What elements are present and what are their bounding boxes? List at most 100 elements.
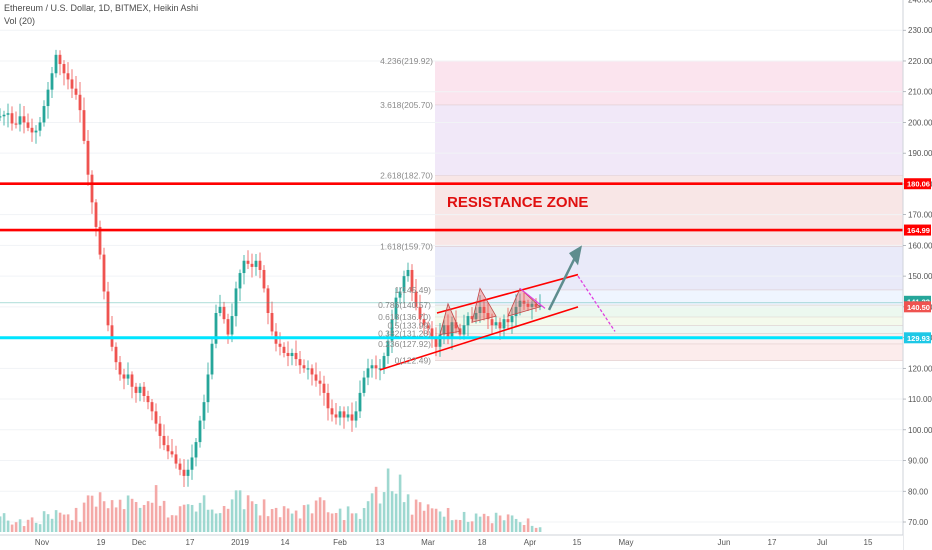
volume-bar: [526, 518, 530, 532]
candle-body: [294, 352, 298, 360]
time-tick-label: 2019: [231, 538, 249, 547]
annotations: RESISTANCE ZONE: [447, 194, 588, 211]
candle-body: [150, 402, 154, 412]
fib-level-label: 2.618(182.70): [380, 171, 433, 181]
volume-bar: [494, 512, 498, 532]
volume-bar: [330, 513, 334, 532]
price-badge-label: 140.50: [907, 303, 930, 312]
volume-bar: [78, 521, 82, 532]
price-badge: [904, 332, 931, 344]
candle-body: [282, 346, 286, 353]
volume-bar: [146, 501, 150, 532]
price-tick-label: 160.00: [908, 241, 932, 250]
time-tick-label: Dec: [132, 538, 146, 547]
candle-body: [14, 123, 18, 125]
candle-body: [122, 374, 126, 379]
candle-body: [422, 319, 426, 326]
volume-bar: [446, 507, 450, 532]
candle-body: [194, 442, 198, 458]
candle-body: [518, 300, 522, 307]
volume-bar: [502, 520, 506, 532]
fib-zone: [435, 246, 903, 290]
time-tick-label: 18: [478, 538, 487, 547]
time-axis-bg: [0, 535, 903, 550]
volume-bar: [310, 513, 314, 532]
candle-body: [170, 451, 174, 455]
volume-bar: [390, 491, 394, 532]
volume-bar: [2, 513, 6, 532]
candle-body: [110, 325, 114, 347]
volume-bar: [326, 512, 330, 532]
volume-bar: [270, 509, 274, 532]
fib-level-label: 0.786(140.57): [378, 300, 431, 310]
fib-zone: [435, 61, 903, 105]
fib-zone: [435, 316, 903, 326]
volume-bar: [174, 515, 178, 532]
time-tick-label: 13: [376, 538, 385, 547]
volume-bar: [522, 525, 526, 532]
volume-bar: [458, 520, 462, 532]
candle-body: [326, 392, 330, 409]
candle-body: [198, 420, 202, 443]
candle-body: [186, 469, 190, 476]
candle-body: [190, 457, 194, 470]
volume-bar: [482, 513, 486, 532]
fib-zone: [435, 325, 903, 334]
candle-body: [146, 395, 150, 403]
time-tick-label: Mar: [421, 538, 435, 547]
candle-body: [126, 374, 130, 379]
candle-body: [22, 116, 26, 123]
candle-body: [46, 89, 50, 107]
candle-body: [138, 386, 142, 393]
volume-bar: [258, 515, 262, 532]
candle-body: [250, 263, 254, 267]
volume-bar: [50, 518, 54, 532]
candle-body: [230, 316, 234, 335]
candle-body: [226, 319, 230, 335]
candle-body: [466, 316, 470, 326]
candle-body: [402, 276, 406, 292]
time-tick-label: 17: [186, 538, 195, 547]
price-tick-label: 170.00: [908, 211, 932, 220]
volume-bar: [42, 511, 46, 532]
volume-bar: [362, 508, 366, 532]
price-tick-label: 120.00: [908, 364, 932, 373]
volume-bar: [374, 486, 378, 532]
volume-bar: [470, 521, 474, 532]
volume-bar: [250, 501, 254, 532]
candle-body: [414, 291, 418, 307]
candle-body: [102, 254, 106, 292]
candle-body: [182, 469, 186, 476]
volume-bar: [90, 495, 94, 532]
candle-body: [174, 454, 178, 464]
candle-body: [246, 260, 250, 264]
candle-body: [394, 297, 398, 320]
volume-indicator-label[interactable]: Vol (20): [4, 16, 36, 26]
volume-bar: [518, 522, 522, 532]
volume-bar: [454, 519, 458, 532]
candle-body: [54, 54, 58, 74]
projection-up-arrowhead: [569, 245, 582, 266]
candle-body: [34, 130, 38, 133]
time-tick-label: 15: [864, 538, 873, 547]
candle-body: [374, 365, 378, 369]
candle-body: [330, 408, 334, 415]
time-tick-label: May: [618, 538, 633, 547]
candle-body: [338, 411, 342, 418]
volume-bar: [66, 514, 70, 532]
volume-bar: [114, 507, 118, 532]
candle-body: [418, 306, 422, 320]
candle-body: [134, 386, 138, 393]
volume-bar: [398, 474, 402, 532]
volume-bar: [282, 506, 286, 532]
candle-body: [142, 386, 146, 396]
candle-body: [302, 365, 306, 369]
fib-level-label: 0.618(136.70): [378, 312, 431, 322]
candle-body: [490, 319, 494, 326]
horizontal-levels: [0, 182, 903, 340]
candle-body: [166, 445, 170, 452]
volume-bar: [118, 499, 122, 532]
candle-body: [2, 114, 6, 117]
